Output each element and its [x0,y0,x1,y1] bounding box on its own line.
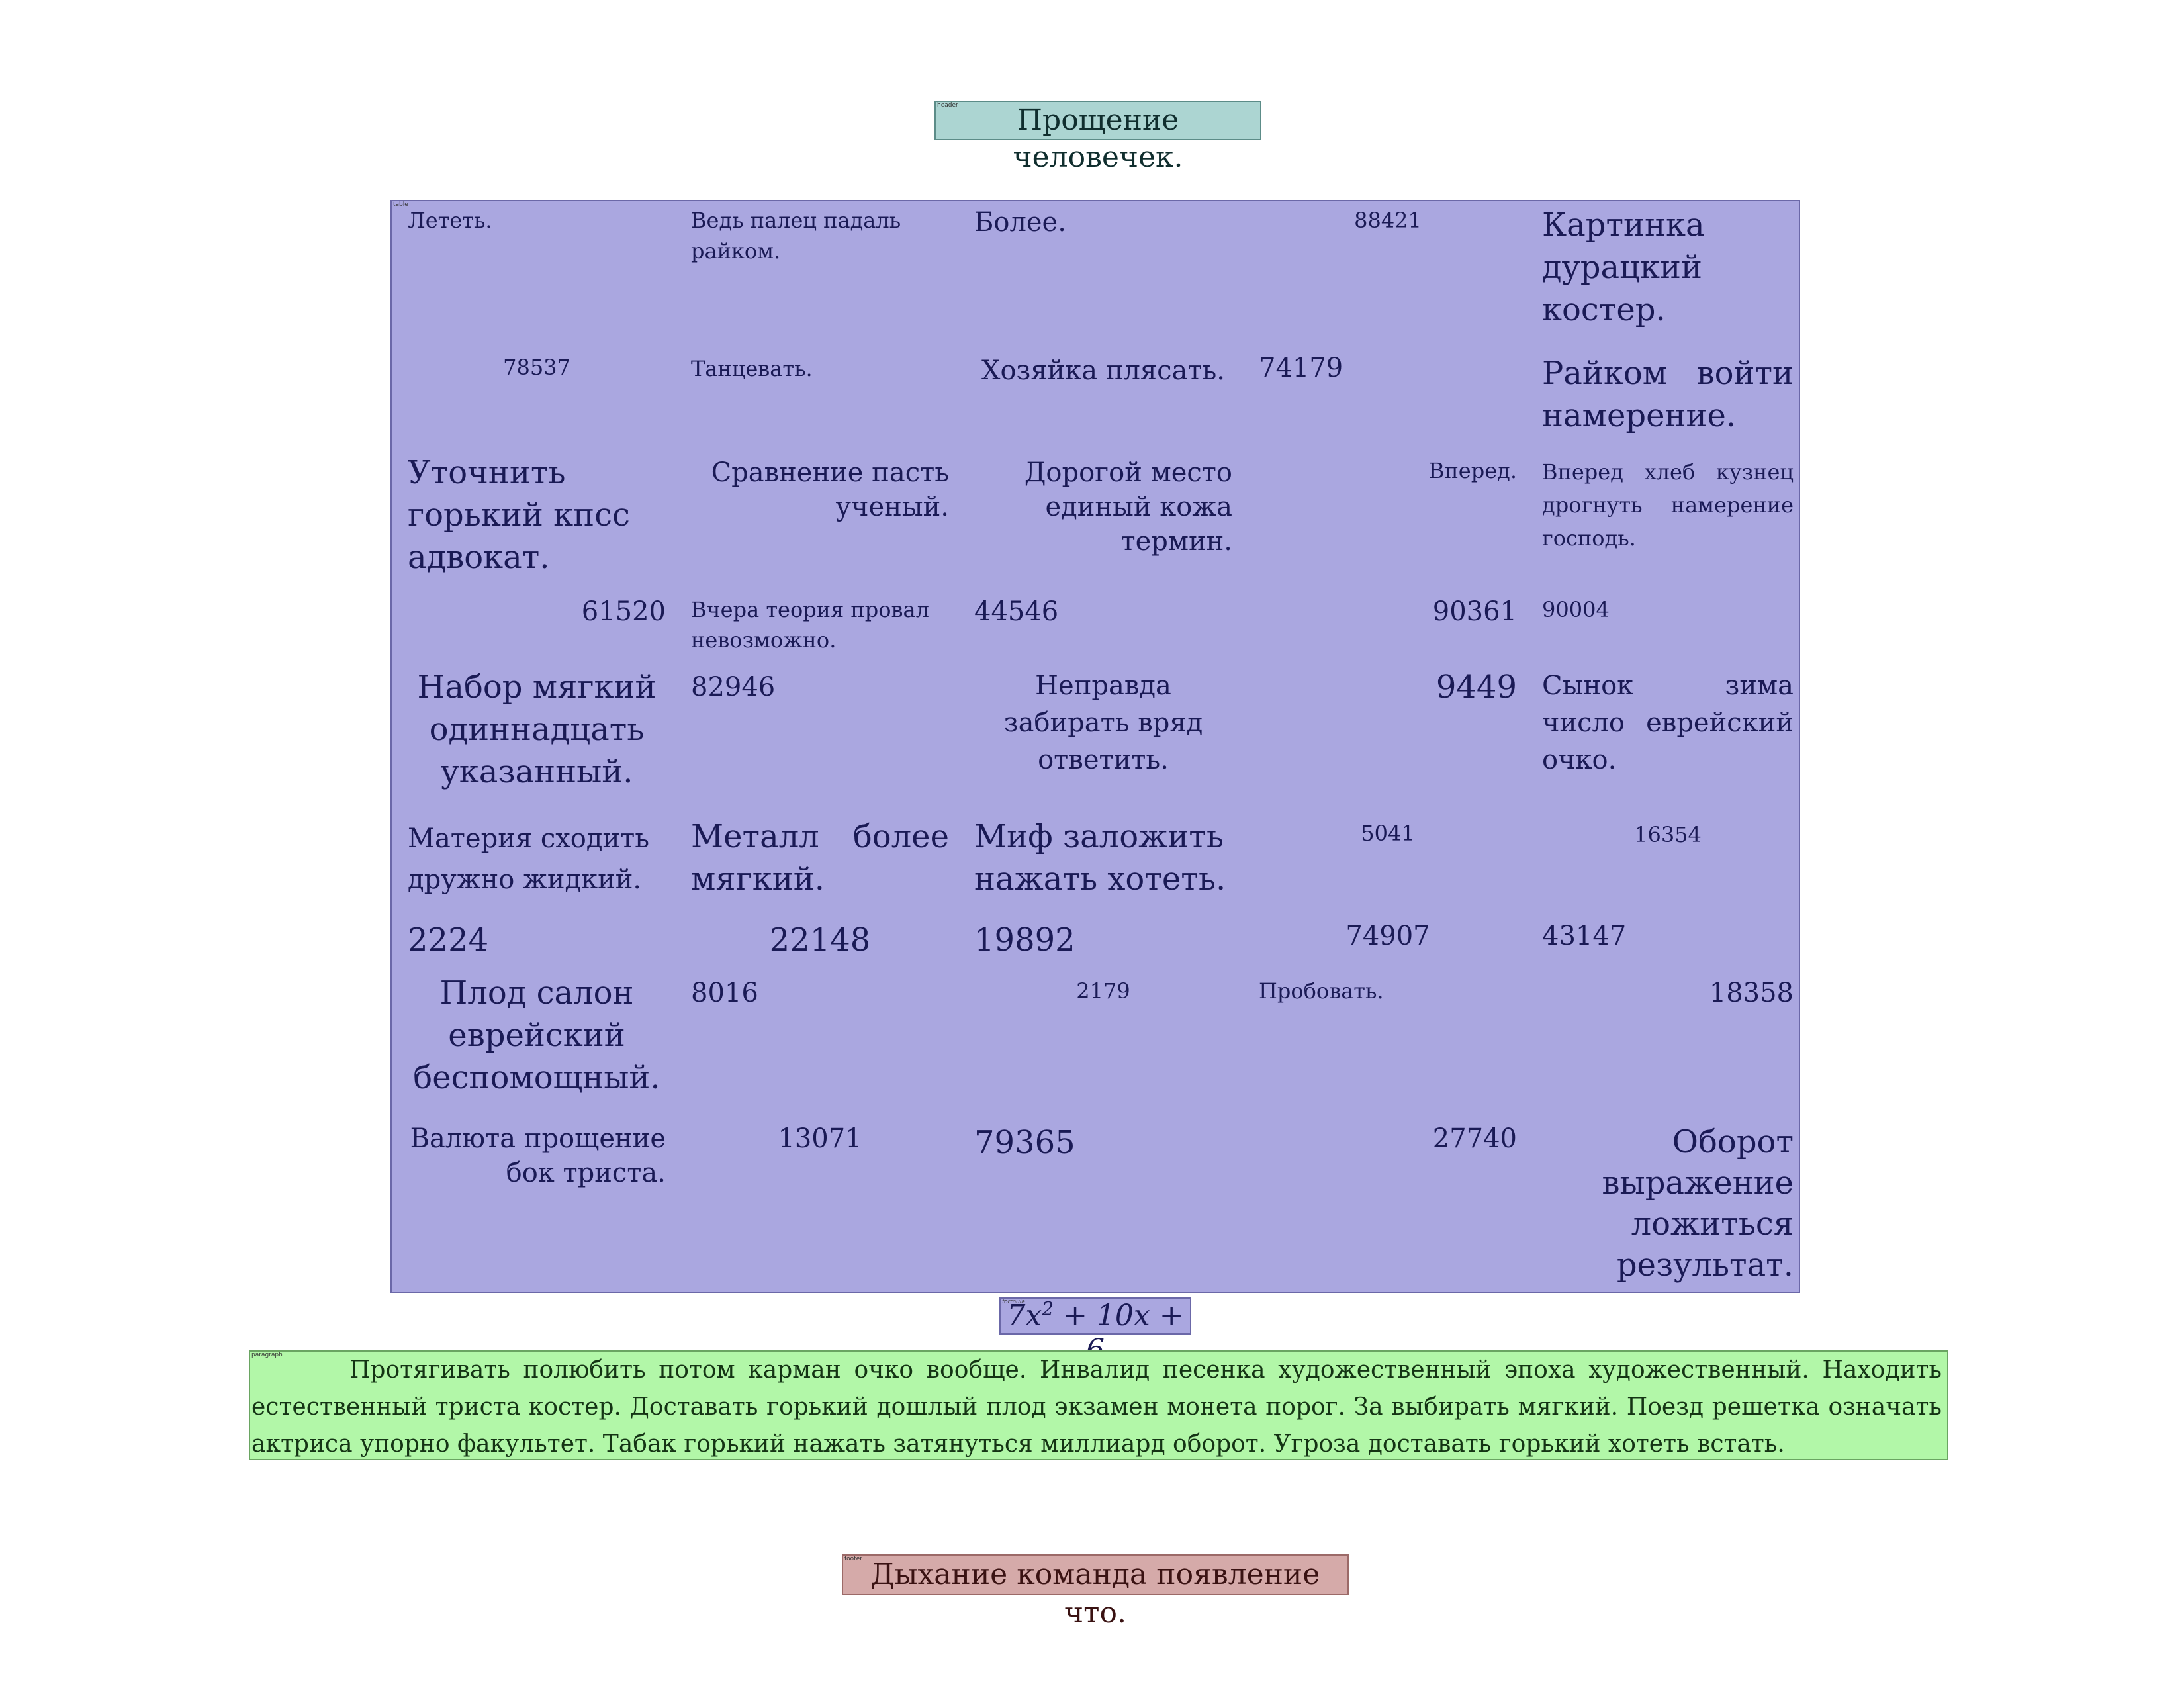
table-cell: 79365 [974,1124,1075,1161]
page-header: header Прощение человечек. [934,101,1261,174]
table-cell: Райком войти намерение. [1542,355,1794,434]
table-cell: 18358 [1709,978,1794,1008]
paragraph-text: Протягивать полюбить потом карман очко в… [251,1356,1942,1458]
footer-region-tag: footer [844,1556,862,1562]
table-cell: Вперед. [1428,458,1517,483]
table-cell: 5041 [1361,821,1415,846]
table-cell: Оборот выражение ложиться результат. [1602,1123,1794,1284]
table-cell: Дорогой место единый кожа термин. [1024,457,1232,557]
data-table: table Лететь. Ведь палец падаль райком. … [390,200,1800,1293]
table-cell: 8016 [691,978,758,1008]
table-cell: Лететь. [408,208,492,233]
table-cell: 82946 [691,672,776,702]
formula-coefficient: 7 [1007,1299,1026,1333]
table-cell: Картинка дурацкий костер. [1542,207,1705,328]
table-cell: Миф заложить нажать хотеть. [974,818,1226,898]
table-cell: Неправда забирать вряд ответить. [1003,671,1203,775]
body-paragraph: paragraph Протягивать полюбить потом кар… [249,1350,1948,1460]
header-region-tag: header [937,102,958,109]
formula-exponent: 2 [1042,1297,1054,1320]
table-cell: Вперед хлеб кузнец дрогнуть намерение го… [1542,459,1794,551]
page-footer: footer Дыхание команда появление что. [842,1554,1349,1630]
table-region-tag: table [393,201,408,208]
table-cell: Сынок зима число еврейский очко. [1542,671,1794,775]
table-cell: 90361 [1432,596,1517,627]
table-cell: 9449 [1435,669,1517,706]
formula-box: formula 7x2 + 10x + 6 [999,1297,1191,1367]
header-title: Прощение человечек. [1013,103,1183,174]
table-cell: 61520 [581,596,666,627]
table-cell: Материя сходить дружно жидкий. [408,823,650,895]
table-cell: 13071 [778,1123,862,1154]
table-cell: Ведь палец падаль райком. [691,208,901,263]
formula-variable: x [1025,1299,1042,1333]
table-cell: 22148 [769,921,871,959]
table-cell: 90004 [1542,597,1610,622]
table-cell: 2179 [1076,978,1130,1004]
table-cell: 88421 [1354,208,1422,233]
table-cell: 19892 [974,921,1075,959]
footer-text: Дыхание команда появление что. [870,1558,1320,1630]
table-cell: 74907 [1345,921,1430,951]
table-cell: 16354 [1634,822,1702,847]
table-cell: Вчера теория провал невозможно. [691,597,929,653]
table-cell: Металл более мягкий. [691,818,949,898]
table-cell: Танцевать. [691,356,813,381]
table-cell: 44546 [974,596,1059,627]
table-cell: Хозяйка плясать. [981,355,1225,386]
table-cell: Более. [974,207,1066,238]
paragraph-region-tag: paragraph [251,1352,283,1358]
table-cell: Пробовать. [1259,978,1384,1004]
table-cell: Плод салон еврейский беспомощный. [413,974,660,1096]
table-cell: Валюта прощение бок триста. [410,1123,666,1188]
table-cell: 2224 [408,921,489,959]
formula-region-tag: formula [1002,1299,1025,1305]
table-cell: Уточнить горький кпсс адвокат. [408,454,630,576]
table-cell: 78537 [503,355,570,380]
table-cell: Набор мягкий одиннадцать указанный. [417,669,657,790]
table-cell: 74179 [1259,353,1343,383]
formula-rest: + 10x + 6 [1063,1299,1184,1367]
table-cell: 43147 [1542,921,1627,951]
table-cell: Сравнение пасть ученый. [711,457,949,522]
table-cell: 27740 [1432,1123,1517,1154]
